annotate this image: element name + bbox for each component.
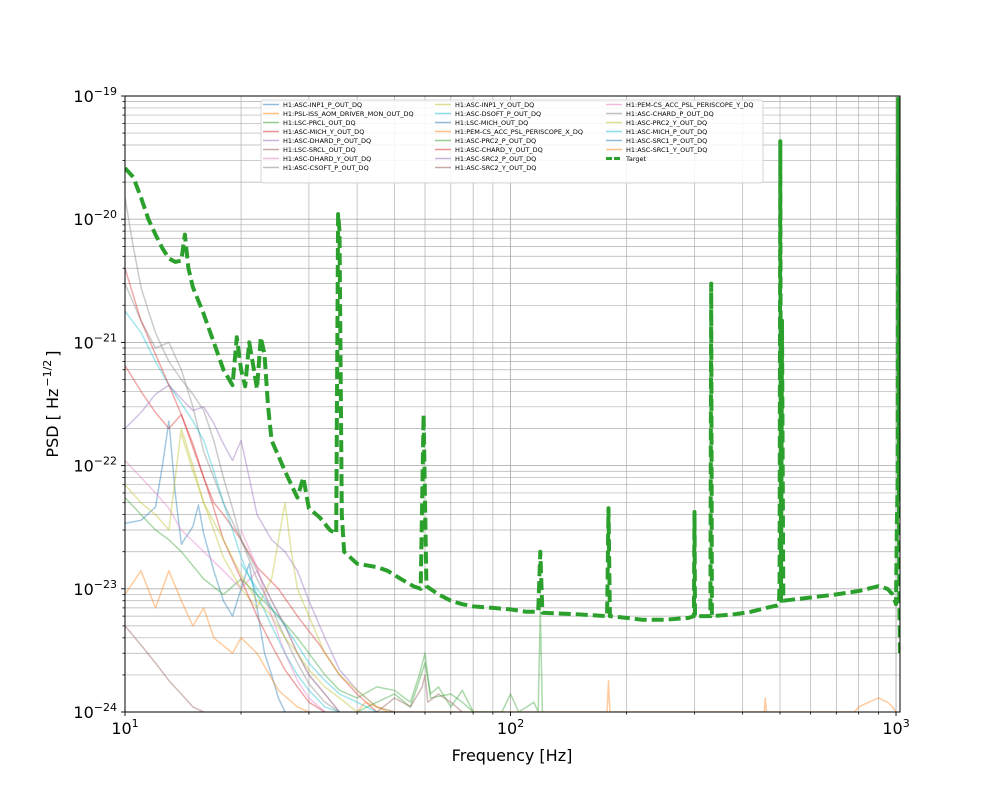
series-line (125, 310, 340, 712)
legend-label: H1:PEM-CS_ACC_PSL_PERISCOPE_Y_DQ (626, 101, 754, 109)
legend-label: H1:PSL-ISS_AOM_DRIVER_MON_OUT_DQ (283, 110, 414, 118)
y-tick-label: 10−23 (73, 578, 117, 599)
y-tick-label: 10−22 (73, 455, 117, 476)
series-line (125, 384, 395, 712)
series-line (125, 197, 340, 712)
x-tick-label: 102 (497, 717, 524, 738)
series-line (125, 427, 395, 712)
x-tick-label: 103 (882, 717, 909, 738)
series-line (376, 674, 463, 712)
y-axis-label-close: ] (43, 350, 62, 356)
series-line (125, 497, 474, 712)
plot-frame (124, 95, 901, 713)
legend-label: Target (625, 155, 647, 163)
series-line (240, 529, 326, 712)
legend-label: H1:ASC-CSOFT_P_OUT_DQ (283, 164, 369, 172)
series-line (125, 267, 326, 712)
y-axis-label-exponent: −1/2 (41, 360, 54, 387)
y-tick-label: 10−21 (73, 331, 117, 352)
legend-label: H1:ASC-DHARD_P_OUT_DQ (283, 137, 371, 145)
legend: H1:ASC-INP1_P_OUT_DQH1:PSL-ISS_AOM_DRIVE… (260, 99, 764, 184)
legend-label: H1:PEM-CS_ACC_PSL_PERISCOPE_X_DQ (455, 128, 583, 136)
legend-label: H1:ASC-SRC2_P_OUT_DQ (455, 155, 536, 163)
legend-label: H1:ASC-PRC2_P_OUT_DQ (455, 137, 536, 145)
legend-label: H1:ASC-SRC1_Y_OUT_DQ (626, 146, 707, 154)
axis-ticks: 101 102 103 10−24 10−23 10−22 10−21 10−20 10−19 (73, 85, 909, 738)
y-axis-label-text: PSD [ Hz (43, 389, 62, 458)
series-layer (125, 197, 897, 712)
legend-label: H1:ASC-INP1_Y_OUT_DQ (455, 101, 534, 109)
y-axis-label: PSD [ Hz −1/2] (41, 350, 62, 457)
series-line (125, 283, 341, 712)
legend-label: H1:ASC-SRC1_P_OUT_DQ (626, 137, 707, 145)
legend-label: H1:ASC-SRC2_Y_OUT_DQ (455, 164, 536, 172)
legend-label: H1:ASC-DHARD_Y_OUT_DQ (283, 155, 371, 163)
legend-label: H1:ASC-CHARD_P_OUT_DQ (626, 110, 714, 118)
legend-label: H1:ASC-INP1_P_OUT_DQ (283, 101, 362, 109)
legend-label: H1:LSC-SRCL_OUT_DQ (283, 146, 356, 154)
legend-label: H1:ASC-CHARD_Y_OUT_DQ (455, 146, 543, 154)
legend-label: H1:LSC-MICH_OUT_DQ (455, 119, 528, 127)
legend-label: H1:ASC-MICH_Y_OUT_DQ (283, 128, 364, 136)
series-line (356, 679, 897, 712)
y-tick-label: 10−24 (73, 701, 117, 722)
target-layer (125, 96, 900, 654)
x-tick-label: 101 (111, 717, 138, 738)
y-tick-label: 10−19 (73, 85, 117, 106)
legend-box (260, 99, 764, 184)
series-line (125, 459, 341, 712)
legend-label: H1:LSC-PRCL_OUT_DQ (283, 119, 356, 127)
series-line (356, 607, 544, 712)
series-line (125, 570, 310, 712)
target-line (125, 96, 900, 654)
legend-label: H1:ASC-DSOFT_P_OUT_DQ (455, 110, 541, 118)
series-line (125, 625, 205, 712)
series-line (125, 420, 286, 712)
y-tick-label: 10−20 (73, 208, 117, 229)
series-line (180, 433, 358, 712)
legend-label: H1:ASC-PRC2_Y_OUT_DQ (626, 119, 707, 127)
series-line (125, 365, 378, 712)
series-line (240, 563, 378, 712)
legend-label: H1:ASC-MICH_P_OUT_DQ (626, 128, 707, 136)
x-axis-label: Frequency [Hz] (452, 746, 573, 765)
